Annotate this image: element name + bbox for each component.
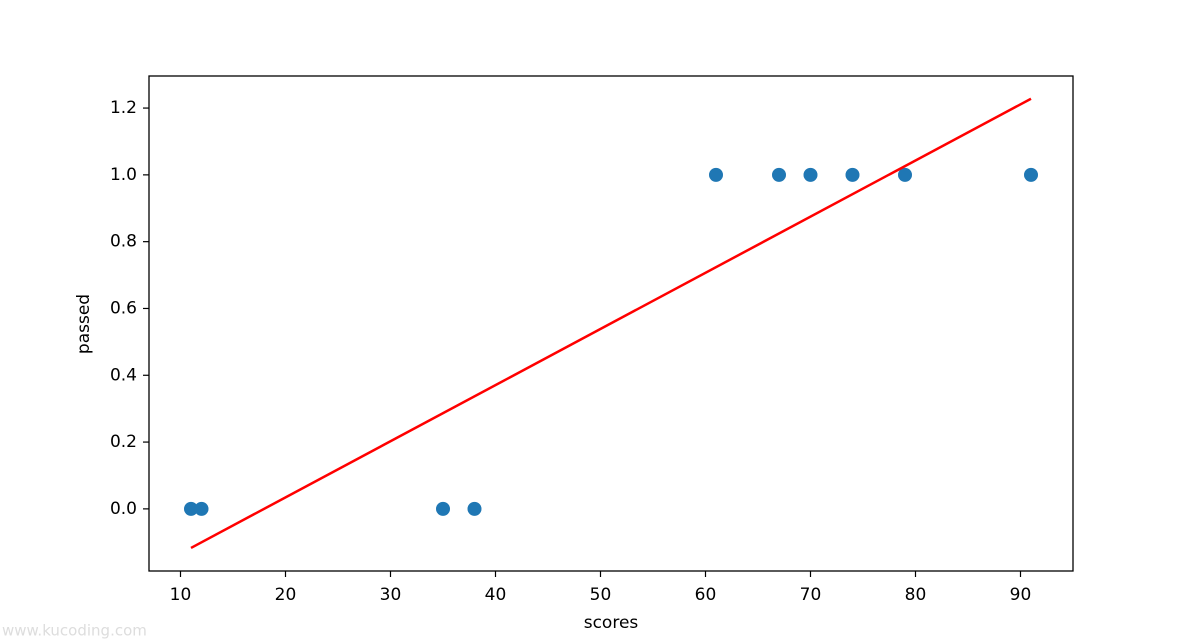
scatter-point <box>184 501 198 516</box>
watermark: www.kucoding.com <box>2 622 147 640</box>
x-tick-label: 40 <box>485 585 507 605</box>
x-tick-label: 20 <box>275 585 297 605</box>
fit-line <box>190 97 1032 550</box>
scatter-point <box>194 501 209 516</box>
x-tick-label: 80 <box>905 585 927 605</box>
scatter-point <box>803 167 818 182</box>
scatter-point <box>467 501 482 516</box>
y-tick-label: 0.0 <box>110 499 137 519</box>
y-tick-label: 0.6 <box>110 298 137 318</box>
scatter-point <box>1024 167 1038 182</box>
y-tick-label: 0.4 <box>110 365 137 385</box>
x-tick-label: 50 <box>590 585 612 605</box>
x-axis-label: scores <box>584 613 639 633</box>
y-axis-label: passed <box>74 294 94 354</box>
y-tick-label: 1.2 <box>110 98 137 118</box>
x-tick-label: 60 <box>695 585 717 605</box>
scatter-point <box>772 167 786 182</box>
x-tick-label: 90 <box>1010 585 1032 605</box>
scatter-point <box>709 167 723 182</box>
scatter-point <box>898 167 912 182</box>
y-tick-label: 1.0 <box>110 165 137 185</box>
y-tick-label: 0.2 <box>110 432 137 452</box>
x-tick-label: 30 <box>380 585 402 605</box>
x-tick-label: 10 <box>170 585 192 605</box>
y-tick-label: 0.8 <box>110 232 137 252</box>
plot-frame <box>148 75 1074 572</box>
scatter-point <box>845 167 860 182</box>
scatter-point <box>436 501 450 516</box>
x-tick-label: 70 <box>800 585 822 605</box>
